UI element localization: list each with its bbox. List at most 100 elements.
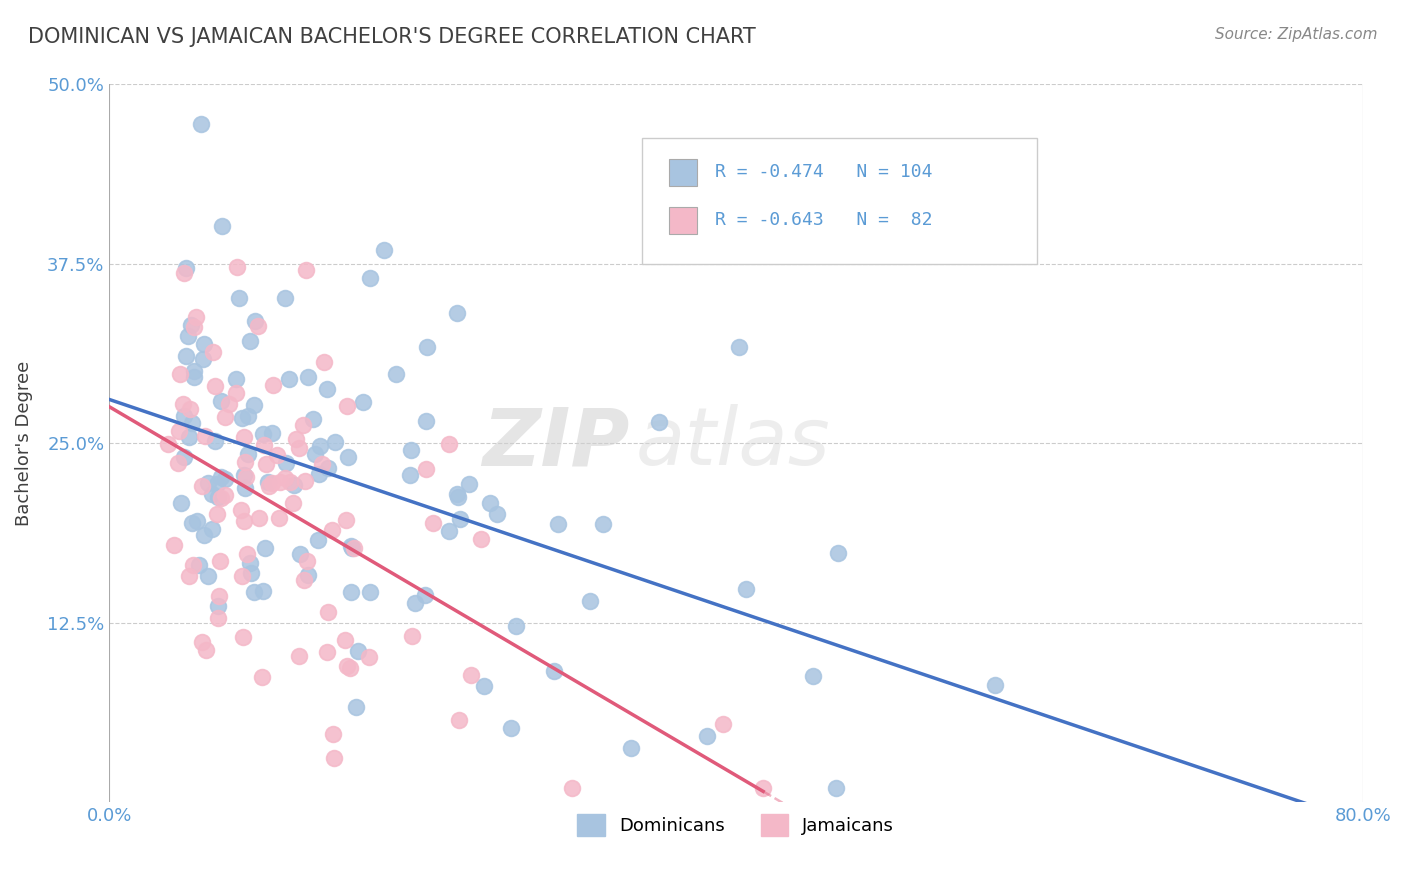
Point [648, 415, 671, 429]
Point [416, 339, 439, 353]
Point [283, 478, 305, 492]
Point [479, 496, 502, 510]
Point [266, 448, 288, 462]
Point [273, 291, 295, 305]
Point [308, 467, 330, 481]
Point [752, 780, 775, 795]
Point [437, 524, 460, 538]
Point [239, 557, 262, 571]
Point [337, 450, 360, 464]
Point [170, 496, 193, 510]
Point [183, 364, 205, 378]
Point [205, 507, 228, 521]
Point [543, 664, 565, 678]
Point [208, 554, 231, 568]
Point [297, 554, 319, 568]
Point [472, 679, 495, 693]
Point [333, 632, 356, 647]
FancyBboxPatch shape [643, 138, 1036, 264]
Point [209, 491, 232, 506]
Point [335, 514, 357, 528]
Point [257, 475, 280, 490]
Point [983, 678, 1005, 692]
Point [486, 507, 509, 521]
Point [239, 334, 262, 348]
Point [242, 398, 264, 412]
Y-axis label: Bachelor's Degree: Bachelor's Degree [15, 360, 32, 526]
Point [401, 629, 423, 643]
Point [173, 450, 195, 465]
Point [174, 350, 197, 364]
Point [311, 457, 333, 471]
Point [204, 379, 226, 393]
Point [191, 479, 214, 493]
Point [252, 584, 274, 599]
Point [190, 117, 212, 131]
Point [214, 410, 236, 425]
Point [561, 780, 583, 795]
Point [183, 369, 205, 384]
Point [415, 413, 437, 427]
Point [323, 435, 346, 450]
Point [342, 541, 364, 555]
Point [169, 368, 191, 382]
Point [253, 438, 276, 452]
Point [232, 630, 254, 644]
Text: R = -0.474   N = 104: R = -0.474 N = 104 [714, 163, 932, 181]
Point [254, 458, 277, 472]
Point [415, 462, 437, 476]
Point [457, 476, 479, 491]
Point [322, 751, 344, 765]
Point [399, 468, 422, 483]
Point [209, 394, 232, 409]
Point [195, 643, 218, 657]
Point [315, 645, 337, 659]
Legend: Dominicans, Jamaicans: Dominicans, Jamaicans [571, 807, 901, 844]
Point [173, 409, 195, 423]
Point [340, 539, 363, 553]
Point [191, 352, 214, 367]
Point [167, 425, 190, 439]
Text: atlas: atlas [636, 404, 831, 483]
Point [233, 455, 256, 469]
Point [315, 383, 337, 397]
Point [226, 260, 249, 275]
Point [208, 589, 231, 603]
Point [579, 594, 602, 608]
Point [173, 266, 195, 280]
Point [727, 340, 749, 354]
Point [422, 516, 444, 530]
Point [336, 399, 359, 413]
Point [321, 523, 343, 537]
Point [232, 430, 254, 444]
Point [194, 429, 217, 443]
Point [803, 669, 825, 683]
Point [184, 310, 207, 324]
Point [446, 306, 468, 320]
Point [236, 409, 259, 424]
Point [281, 495, 304, 509]
Point [278, 475, 301, 490]
Point [250, 670, 273, 684]
Point [288, 548, 311, 562]
Point [233, 468, 256, 483]
Point [318, 460, 340, 475]
Point [322, 727, 344, 741]
Point [204, 434, 226, 448]
Point [262, 476, 284, 491]
Point [449, 713, 471, 727]
Point [177, 329, 200, 343]
Point [183, 319, 205, 334]
Point [262, 425, 284, 440]
Point [339, 661, 361, 675]
Point [193, 528, 215, 542]
Point [239, 566, 262, 580]
Point [218, 397, 240, 411]
Point [340, 584, 363, 599]
Point [295, 263, 318, 277]
Point [207, 599, 229, 613]
Point [242, 585, 264, 599]
Point [200, 522, 222, 536]
Point [352, 395, 374, 409]
Point [344, 700, 367, 714]
